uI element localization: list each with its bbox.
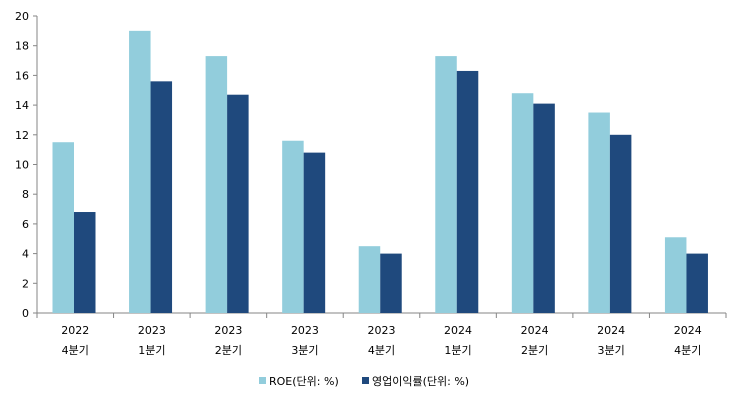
y-tick-label: 20 — [15, 10, 29, 23]
legend-label: 영업이익률(단위: %) — [372, 375, 469, 388]
bar-series-1 — [511, 93, 534, 313]
y-tick-label: 12 — [15, 129, 29, 142]
x-tick-label: 3분기 — [598, 344, 625, 357]
y-axis: 0 2 4 6 8 10 12 14 16 18 20 — [15, 10, 38, 320]
x-tick-label: 2024 — [597, 324, 625, 337]
y-tick-label: 18 — [15, 40, 29, 53]
y-tick-label: 6 — [22, 218, 29, 231]
bar-series-1 — [282, 140, 304, 313]
y-tick-label: 14 — [15, 99, 29, 112]
bar-series-2 — [533, 103, 555, 314]
x-tick-label: 4분기 — [674, 344, 701, 357]
legend: ROE(단위: %) 영업이익률(단위: %) — [259, 375, 469, 388]
y-tick-label: 10 — [15, 159, 29, 172]
bar-series-2 — [456, 70, 479, 313]
x-tick-label: 2023 — [214, 324, 242, 337]
bar-series-2 — [686, 253, 708, 313]
x-tick-label: 1분기 — [444, 344, 471, 357]
y-tick-label: 2 — [22, 277, 29, 290]
x-tick-label: 2024 — [674, 324, 702, 337]
x-tick-label: 2분기 — [521, 344, 548, 357]
x-tick-label: 3분기 — [291, 344, 318, 357]
bar-series-1 — [664, 237, 687, 313]
x-tick-label: 2024 — [521, 324, 549, 337]
legend-swatch — [362, 377, 369, 384]
bar-series-2 — [380, 253, 402, 313]
y-tick-label: 8 — [22, 188, 29, 201]
x-tick-label: 2023 — [291, 324, 319, 337]
legend-swatch — [259, 377, 266, 384]
x-tick-label: 2023 — [368, 324, 396, 337]
bar-series-2 — [74, 212, 96, 313]
x-tick-label: 4분기 — [62, 344, 89, 357]
bar-series-2 — [150, 81, 173, 313]
bar-series-1 — [588, 112, 610, 314]
y-tick-label: 0 — [22, 307, 29, 320]
bars — [52, 30, 708, 314]
bar-series-2 — [303, 152, 326, 313]
bar-series-2 — [609, 134, 632, 313]
legend-label: ROE(단위: %) — [269, 375, 339, 388]
bar-series-1 — [435, 56, 457, 313]
bar-series-1 — [129, 30, 151, 313]
bar-series-1 — [358, 246, 381, 313]
bar-series-2 — [227, 94, 249, 313]
y-tick-label: 16 — [15, 69, 29, 82]
x-tick-label: 2분기 — [215, 344, 242, 357]
bar-series-1 — [205, 56, 228, 313]
x-tick-label: 1분기 — [138, 344, 165, 357]
x-tick-label: 2023 — [138, 324, 166, 337]
x-tick-label: 2024 — [444, 324, 472, 337]
x-tick-label: 2022 — [61, 324, 89, 337]
y-tick-label: 4 — [22, 248, 29, 261]
x-axis: 2022 4분기 2023 1분기 2023 2분기 2023 3분기 2023 4분기 2024 1… — [36, 312, 727, 357]
x-tick-label: 4분기 — [368, 344, 395, 357]
bar-series-1 — [52, 142, 74, 313]
